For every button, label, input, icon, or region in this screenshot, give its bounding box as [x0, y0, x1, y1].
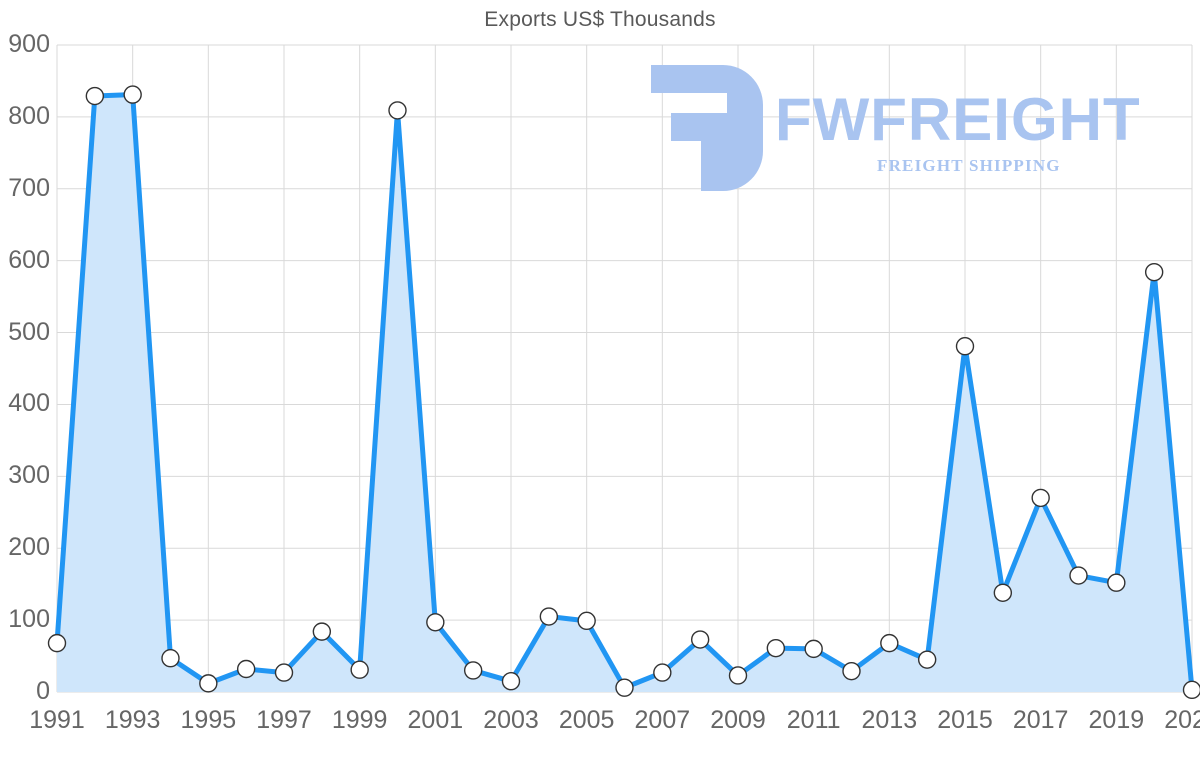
x-axis-tick-label: 1997 — [256, 706, 312, 734]
data-point-marker[interactable] — [1031, 488, 1050, 508]
data-point-marker[interactable] — [766, 638, 786, 658]
data-point-marker[interactable] — [690, 630, 710, 649]
y-axis-tick-label: 100 — [8, 605, 50, 634]
data-point-marker[interactable] — [993, 583, 1013, 602]
data-point-marker[interactable] — [274, 663, 294, 682]
data-point-marker[interactable] — [539, 607, 559, 626]
data-point-marker[interactable] — [388, 101, 407, 120]
data-point-marker[interactable] — [199, 674, 218, 693]
data-point-marker[interactable] — [463, 661, 483, 680]
data-point-marker[interactable] — [577, 611, 596, 631]
x-axis-tick-label: 2013 — [861, 706, 918, 734]
data-point-marker[interactable] — [842, 661, 861, 681]
data-markers — [47, 85, 1200, 700]
y-axis-tick-label: 0 — [36, 677, 50, 705]
x-axis-tick-label: 2001 — [407, 706, 464, 734]
x-axis-tick-label: 2019 — [1088, 706, 1145, 734]
data-point-marker[interactable] — [1107, 573, 1126, 592]
data-point-marker[interactable] — [161, 649, 180, 668]
x-axis-tick-label: 2011 — [786, 706, 841, 734]
y-axis-tick-label: 400 — [8, 389, 50, 418]
data-point-marker[interactable] — [653, 663, 672, 682]
data-point-marker[interactable] — [350, 660, 369, 679]
data-point-marker[interactable] — [615, 678, 634, 697]
data-point-marker[interactable] — [85, 86, 105, 106]
x-axis-tick-label: 2005 — [558, 706, 615, 734]
data-point-marker[interactable] — [804, 639, 823, 659]
x-axis-tick-label: 1995 — [180, 706, 237, 734]
series-area — [57, 94, 1192, 692]
data-point-marker[interactable] — [312, 622, 332, 641]
y-axis-tick-label: 500 — [8, 317, 50, 346]
x-axis-tick-label: 2015 — [937, 706, 993, 734]
y-axis-tick-label: 200 — [8, 533, 50, 562]
data-point-marker[interactable] — [123, 85, 142, 104]
area-fill — [57, 94, 1192, 692]
x-axis-tick-label: 2017 — [1012, 706, 1069, 734]
x-axis-tick-label: 2021 — [1164, 706, 1200, 734]
data-point-marker[interactable] — [47, 633, 67, 653]
y-axis-tick-label: 600 — [8, 245, 50, 274]
x-axis-tick-label: 1991 — [29, 706, 85, 734]
data-point-marker[interactable] — [728, 666, 748, 685]
y-axis-tick-label: 900 — [8, 30, 50, 58]
x-axis-tick-label: 1993 — [104, 706, 161, 734]
data-point-marker[interactable] — [1182, 680, 1200, 700]
data-point-marker[interactable] — [955, 337, 975, 356]
data-point-marker[interactable] — [426, 613, 445, 632]
y-axis: 900 800 700 600 500 400 300 200 100 0 — [0, 0, 50, 763]
x-axis-tick-label: 1999 — [331, 706, 388, 734]
x-axis-tick-label: 2007 — [634, 706, 691, 734]
data-point-marker[interactable] — [501, 672, 521, 691]
data-point-marker[interactable] — [1144, 262, 1164, 282]
data-point-marker[interactable] — [236, 659, 256, 679]
data-point-marker[interactable] — [880, 633, 899, 653]
y-axis-tick-label: 700 — [8, 173, 50, 202]
data-point-marker[interactable] — [1069, 566, 1088, 585]
data-point-marker[interactable] — [917, 650, 937, 669]
x-axis-tick-label: 2009 — [710, 706, 766, 734]
x-axis-tick-label: 2003 — [483, 706, 539, 734]
y-axis-tick-label: 800 — [8, 101, 50, 130]
chart-title: Exports US$ Thousands — [484, 8, 716, 31]
y-axis-tick-label: 300 — [8, 461, 50, 490]
